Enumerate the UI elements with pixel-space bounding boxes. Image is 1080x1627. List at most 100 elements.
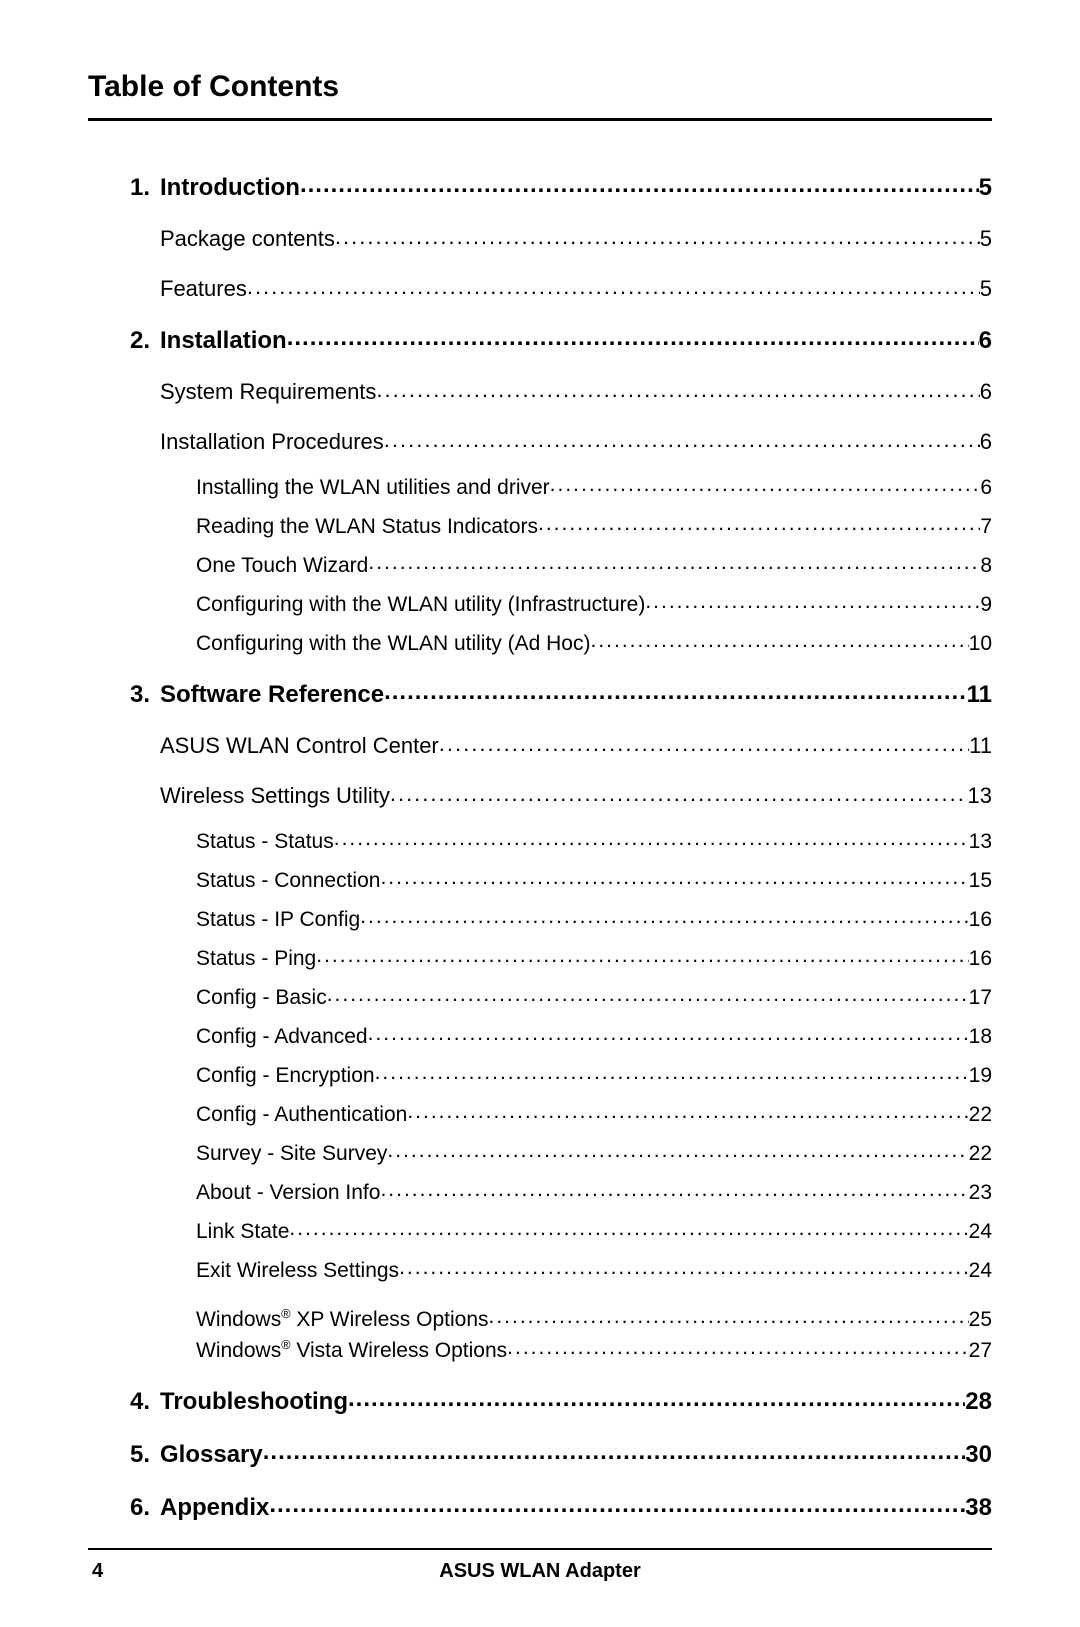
toc-entry: Configuring with the WLAN utility (Infra…: [88, 590, 992, 617]
toc-entry-leader: [316, 944, 968, 965]
toc-entry: 4.Troubleshooting 28: [88, 1385, 992, 1416]
toc-entry-page: 38: [965, 1494, 992, 1522]
toc-entry-leader: [590, 629, 968, 650]
toc-entry-page: 17: [969, 986, 992, 1010]
footer-page-number: 4: [92, 1560, 152, 1583]
title-divider: [88, 118, 992, 121]
toc-entry-label: Installing the WLAN utilities and driver: [196, 476, 550, 500]
toc-entry-leader: [387, 1139, 968, 1160]
toc-entry: System Requirements 6: [88, 377, 992, 405]
toc-entry-leader: [376, 377, 979, 399]
toc-entry-label: Configuring with the WLAN utility (Infra…: [196, 593, 645, 617]
toc-entry-leader: [645, 590, 980, 611]
toc-entry: Status - Status 13: [88, 827, 992, 854]
toc-entry-leader: [335, 224, 980, 246]
toc-entry-number: 4.: [88, 1388, 160, 1416]
toc-entry-label: About - Version Info: [196, 1181, 380, 1205]
toc-entry-number: 3.: [88, 681, 160, 709]
toc-entry-label: Config - Advanced: [196, 1025, 368, 1049]
toc-entry-label: Wireless Settings Utility: [160, 783, 390, 809]
toc-entry-number: 2.: [88, 327, 160, 355]
toc-entry-page: 30: [965, 1441, 992, 1469]
toc-entry-leader: [368, 1022, 969, 1043]
toc-entry-page: 10: [969, 632, 992, 656]
toc-entry-leader: [360, 905, 968, 926]
toc-entry-page: 28: [965, 1388, 992, 1416]
toc-entry-page: 8: [980, 554, 992, 578]
toc-entry-label: Installation: [160, 327, 287, 355]
toc-entry-page: 5: [980, 226, 992, 252]
toc-entry: Config - Advanced 18: [88, 1022, 992, 1049]
toc-entry-label: Link State: [196, 1220, 289, 1244]
footer-divider: [88, 1548, 992, 1550]
toc-entry-page: 6: [980, 379, 992, 405]
toc-entry-leader: [368, 551, 980, 572]
toc-entry-label: One Touch Wizard: [196, 554, 368, 578]
toc-entry-leader: [380, 1178, 968, 1199]
toc-entry-page: 16: [969, 908, 992, 932]
toc-entry: 6.Appendix 38: [88, 1491, 992, 1522]
toc-entry-leader: [334, 827, 969, 848]
toc-entry-label: Configuring with the WLAN utility (Ad Ho…: [196, 632, 590, 656]
toc-entry-leader: [380, 866, 968, 887]
toc-entry-label: Config - Authentication: [196, 1103, 407, 1127]
toc-entry-leader: [247, 274, 980, 296]
toc-entry-page: 15: [969, 869, 992, 893]
toc-entry-label: ASUS WLAN Control Center: [160, 733, 439, 759]
toc-entry: 1.Introduction 5: [88, 171, 992, 202]
page-footer: 4 ASUS WLAN Adapter: [88, 1560, 992, 1587]
toc-entry-label: Status - Status: [196, 830, 334, 854]
toc-entry: 2.Installation 6: [88, 324, 992, 355]
toc-entry: Status - IP Config 16: [88, 905, 992, 932]
toc-entry: One Touch Wizard 8: [88, 551, 992, 578]
toc-entry: Installation Procedures 6: [88, 427, 992, 455]
toc-entry-leader: [390, 781, 968, 803]
toc-entry-number: 6.: [88, 1494, 160, 1522]
toc-entry-page: 5: [979, 174, 992, 202]
toc-entry-label: Glossary: [160, 1441, 263, 1469]
toc-entry-leader: [375, 1061, 969, 1082]
toc-entry-leader: [550, 473, 981, 494]
toc-entry: Survey - Site Survey 22: [88, 1139, 992, 1166]
toc-entry-leader: [399, 1256, 969, 1277]
toc-entry-label: Exit Wireless Settings: [196, 1259, 399, 1283]
toc-entry-page: 9: [980, 593, 992, 617]
toc-entry-number: 1.: [88, 174, 160, 202]
toc-entry-label: Config - Encryption: [196, 1064, 375, 1088]
footer-product-name: ASUS WLAN Adapter: [152, 1560, 928, 1583]
toc-entry: Package contents 5: [88, 224, 992, 252]
toc-entry: Windows® Vista Wireless Options 27: [88, 1336, 992, 1363]
toc-entry-page: 11: [969, 733, 992, 759]
toc-entry-page: 16: [969, 947, 992, 971]
toc-entry-page: 13: [968, 783, 992, 809]
toc-entry-leader: [407, 1100, 968, 1121]
page-title: Table of Contents: [88, 70, 992, 104]
toc-entry-label: Appendix: [160, 1494, 269, 1522]
toc-entry-page: 6: [980, 476, 992, 500]
toc-entry-number: 5.: [88, 1441, 160, 1469]
toc-entry-page: 6: [980, 429, 992, 455]
toc-entry-page: 24: [969, 1220, 992, 1244]
toc-entry-label: Config - Basic: [196, 986, 327, 1010]
toc-entry-label: Status - Ping: [196, 947, 316, 971]
table-of-contents: 1.Introduction 5Package contents 5Featur…: [88, 149, 992, 1528]
toc-entry-label: Status - Connection: [196, 869, 380, 893]
toc-entry-page: 5: [980, 276, 992, 302]
toc-entry-page: 22: [969, 1103, 992, 1127]
toc-entry-page: 27: [969, 1339, 992, 1363]
toc-entry-leader: [287, 324, 979, 348]
toc-entry-page: 22: [969, 1142, 992, 1166]
toc-entry: 3.Software Reference 11: [88, 678, 992, 709]
toc-entry: Status - Connection 15: [88, 866, 992, 893]
toc-entry-page: 23: [969, 1181, 992, 1205]
toc-entry-label: Troubleshooting: [160, 1388, 348, 1416]
toc-entry-leader: [489, 1305, 969, 1326]
toc-entry-page: 13: [969, 830, 992, 854]
toc-entry-leader: [538, 512, 980, 533]
toc-entry-leader: [384, 427, 980, 449]
toc-entry: Installing the WLAN utilities and driver…: [88, 473, 992, 500]
toc-entry-page: 11: [967, 681, 992, 709]
toc-entry-label: Installation Procedures: [160, 429, 384, 455]
toc-entry: Config - Encryption 19: [88, 1061, 992, 1088]
toc-entry-label: Windows® Vista Wireless Options: [196, 1338, 507, 1363]
